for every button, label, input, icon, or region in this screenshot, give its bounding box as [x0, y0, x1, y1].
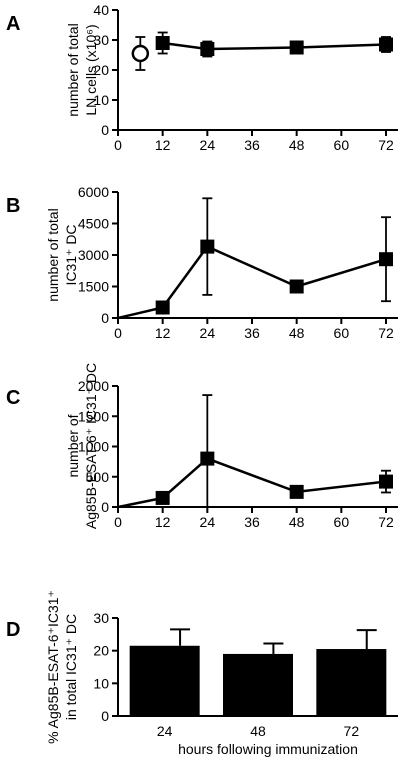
- data-point-square: [200, 239, 215, 254]
- y-axis-label: number of total: [65, 23, 81, 116]
- x-tick-label: 24: [200, 514, 216, 530]
- x-tick-label: 48: [289, 325, 305, 341]
- y-tick-label: 20: [93, 643, 109, 659]
- x-tick-label: 12: [155, 137, 171, 153]
- y-tick-label: 1000: [78, 439, 109, 455]
- x-tick-label: 72: [344, 723, 360, 739]
- x-tick-label: 12: [155, 514, 171, 530]
- x-tick-label: 72: [378, 137, 394, 153]
- x-tick-label: 0: [114, 325, 122, 341]
- data-point-square: [379, 474, 393, 489]
- bar: [316, 649, 387, 716]
- y-tick-label: 30: [93, 32, 109, 48]
- y-tick-label: 2000: [78, 378, 109, 394]
- x-tick-label: 48: [289, 514, 305, 530]
- y-axis-label: number of: [65, 414, 81, 477]
- y-axis-label: % Ag85B-ESAT-6⁺IC31⁺: [45, 590, 61, 744]
- data-point-square: [155, 300, 170, 315]
- series-line: [162, 41, 387, 51]
- x-tick-label: 60: [334, 514, 350, 530]
- y-axis-label: in total IC31⁺ DC: [63, 614, 79, 720]
- x-tick-label: 60: [334, 325, 350, 341]
- x-tick-label: 36: [244, 325, 260, 341]
- x-tick-label: 48: [250, 723, 266, 739]
- x-tick-label: 60: [334, 137, 350, 153]
- data-point-square: [155, 490, 170, 505]
- data-point-square: [289, 40, 304, 55]
- data-point-square: [379, 37, 393, 52]
- x-tick-label: 24: [157, 723, 173, 739]
- y-tick-label: 20: [93, 62, 109, 78]
- x-axis-label: hours following immunization: [178, 741, 358, 757]
- y-tick-label: 0: [101, 310, 109, 326]
- y-tick-label: 1500: [78, 408, 109, 424]
- data-point-square: [200, 451, 215, 466]
- y-tick-label: 1500: [78, 279, 109, 295]
- y-tick-label: 6000: [78, 184, 109, 200]
- panel-letter: C: [6, 387, 20, 409]
- panel-letter: D: [6, 619, 20, 641]
- y-tick-label: 10: [93, 675, 109, 691]
- y-tick-label: 0: [101, 499, 109, 515]
- x-tick-label: 24: [200, 137, 216, 153]
- y-tick-label: 500: [86, 469, 110, 485]
- x-tick-label: 0: [114, 514, 122, 530]
- x-tick-label: 72: [378, 325, 394, 341]
- y-tick-label: 4500: [78, 216, 109, 232]
- y-axis-label: IC31⁺ DC: [63, 224, 79, 285]
- x-tick-label: 72: [378, 514, 394, 530]
- data-point-square: [289, 279, 304, 294]
- y-tick-label: 30: [93, 610, 109, 626]
- y-tick-label: 10: [93, 92, 109, 108]
- data-point-square: [289, 484, 304, 499]
- data-point-square: [155, 36, 170, 50]
- y-axis-label: number of total: [45, 208, 61, 301]
- y-tick-label: 0: [101, 122, 109, 138]
- data-point-square: [200, 42, 215, 56]
- x-tick-label: 12: [155, 325, 171, 341]
- x-tick-label: 36: [244, 514, 260, 530]
- y-tick-label: 0: [101, 708, 109, 724]
- data-point-square: [379, 252, 393, 267]
- x-tick-label: 24: [200, 325, 216, 341]
- y-tick-label: 40: [93, 2, 109, 18]
- panel-letter: A: [6, 13, 20, 35]
- y-axis-label: Ag85B-ESAT-6⁺ IC31⁺ DC: [83, 363, 99, 529]
- x-tick-label: 48: [289, 137, 305, 153]
- data-point-open-circle: [131, 44, 150, 63]
- x-tick-label: 0: [114, 137, 122, 153]
- panel-letter: B: [6, 195, 20, 217]
- y-axis-label: LN cells (x10⁶): [83, 24, 99, 115]
- bar: [129, 645, 200, 716]
- bar: [223, 653, 293, 716]
- panel-d: D % Ag85B-ESAT-6⁺IC31⁺ in total IC31⁺ DC 0 1…: [6, 590, 398, 757]
- x-tick-label: 36: [244, 137, 260, 153]
- y-tick-label: 3000: [78, 247, 109, 263]
